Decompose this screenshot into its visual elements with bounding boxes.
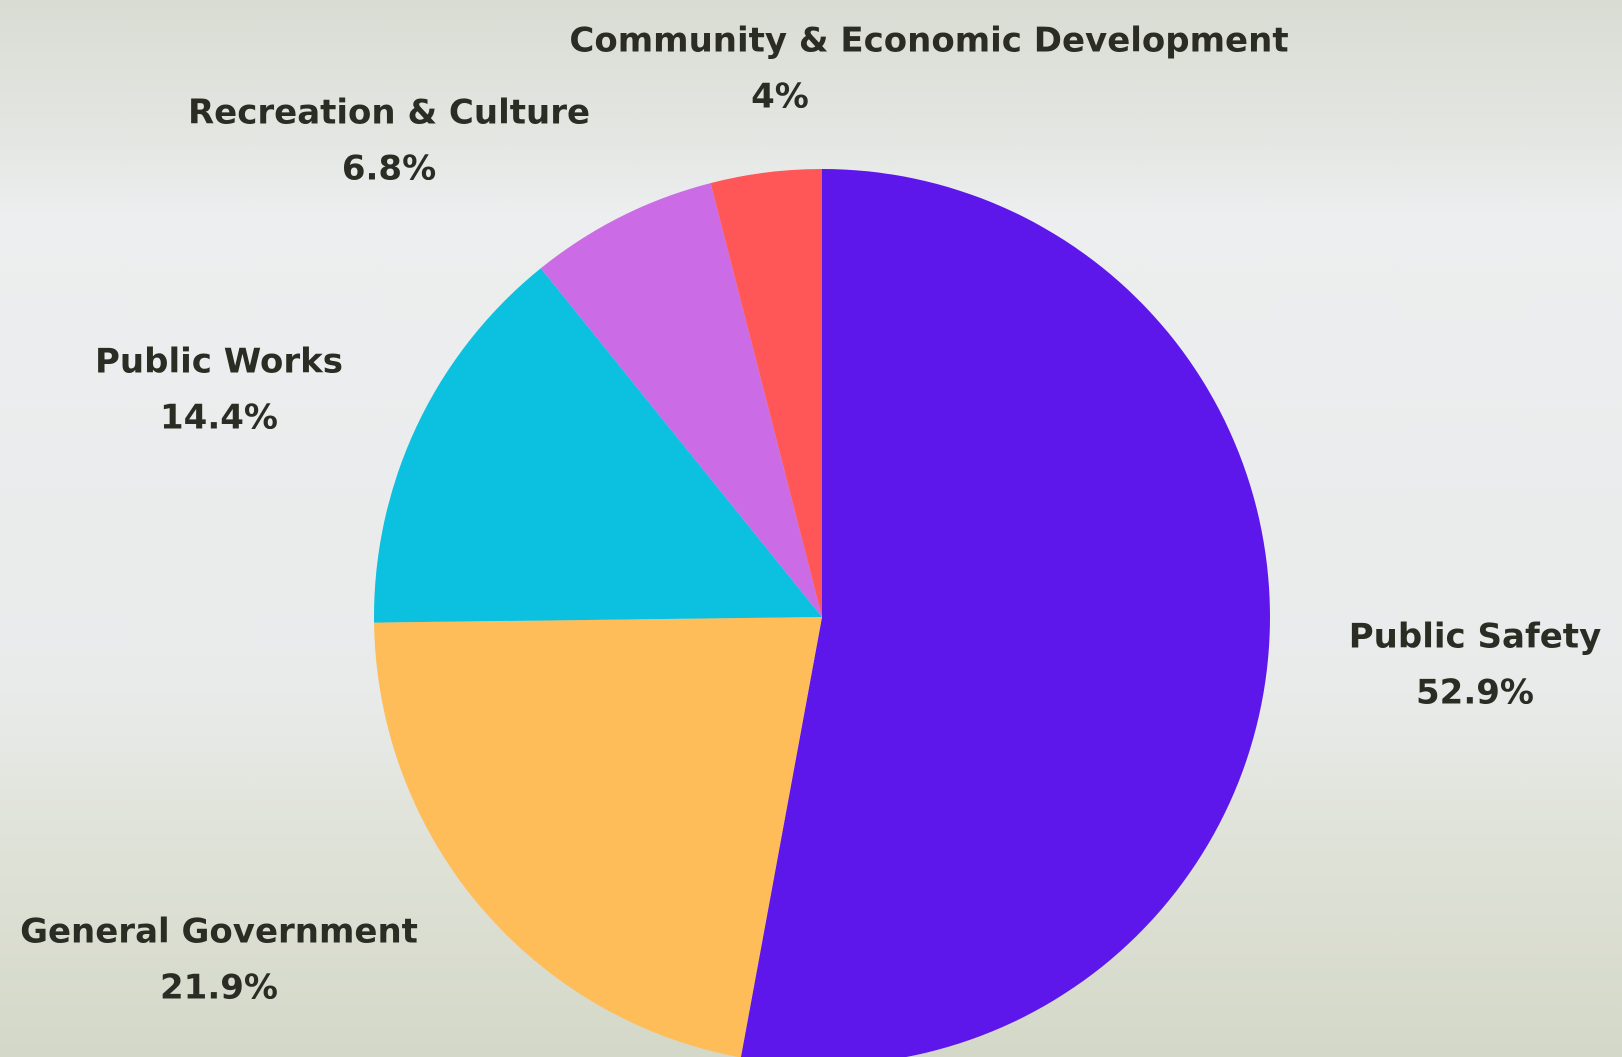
- pie-slice: [540, 183, 822, 617]
- slice-value-label: 21.9%: [160, 968, 278, 1008]
- slice-value-label: 14.4%: [160, 398, 278, 438]
- slice-label: Public Safety: [1349, 617, 1601, 657]
- pie-slice: [374, 617, 822, 1057]
- slice-label: Public Works: [95, 342, 343, 382]
- pie-slice: [710, 169, 822, 617]
- slice-label: General Government: [20, 912, 418, 952]
- slice-label: Community & Economic Development: [569, 21, 1288, 61]
- slice-value-label: 52.9%: [1416, 673, 1534, 713]
- pie-slice: [740, 169, 1271, 1057]
- slice-value-label: 4%: [751, 77, 809, 117]
- slice-value-label: 6.8%: [342, 149, 436, 189]
- slice-label: Recreation & Culture: [188, 93, 590, 133]
- pie-slice: [374, 268, 822, 623]
